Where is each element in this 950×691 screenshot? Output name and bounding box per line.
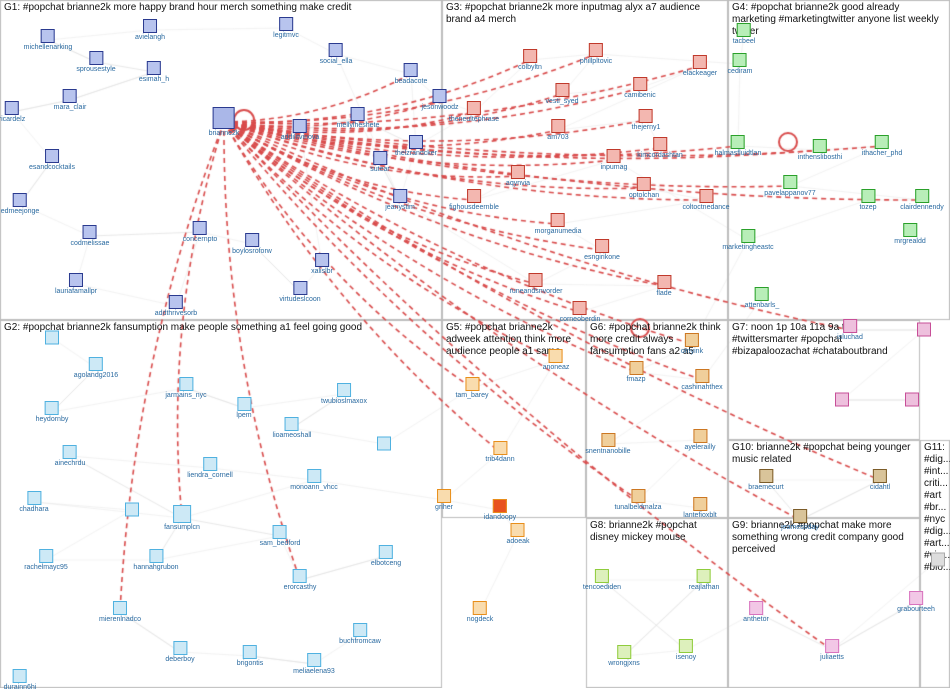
network-canvas (0, 0, 950, 688)
